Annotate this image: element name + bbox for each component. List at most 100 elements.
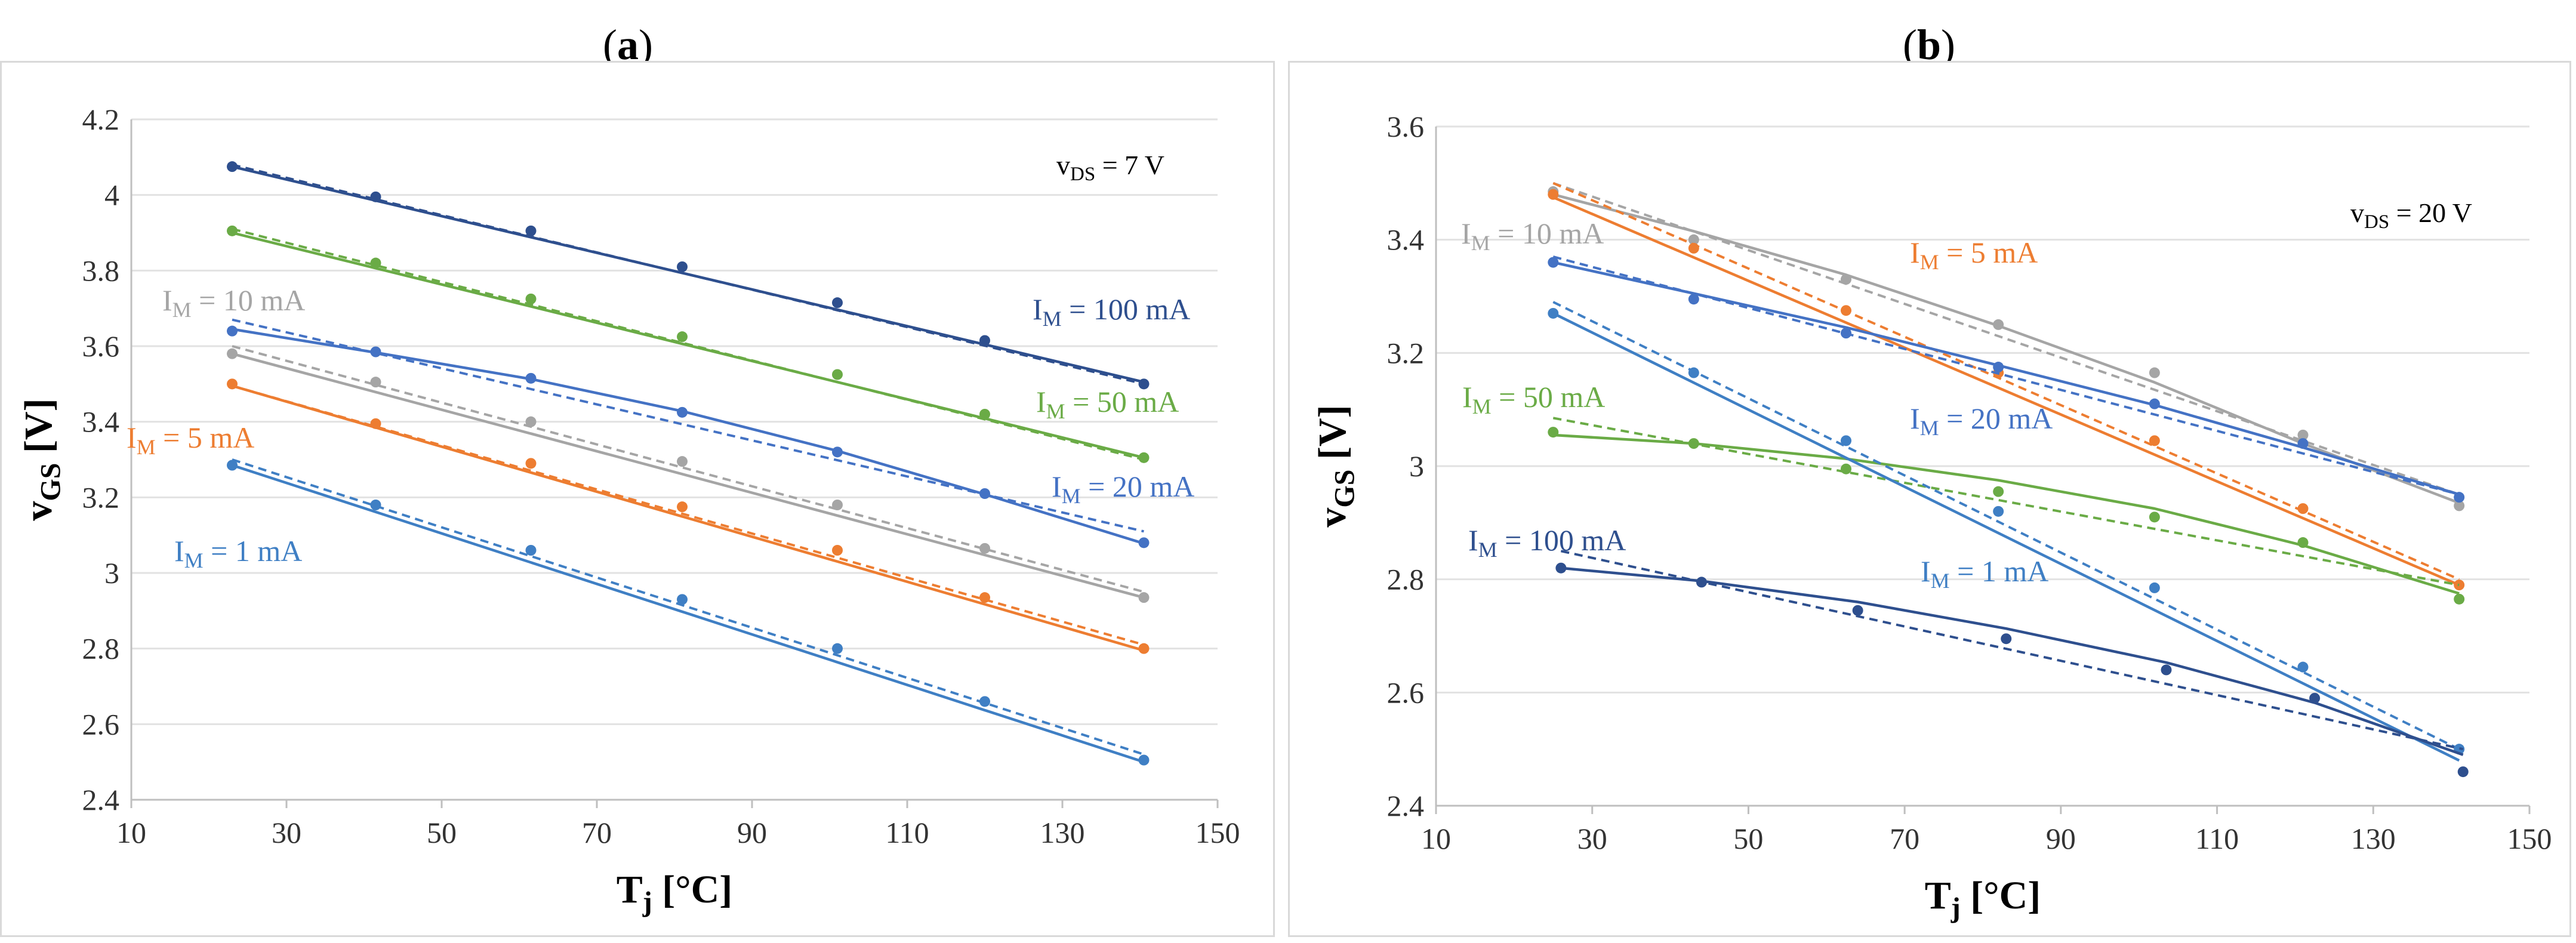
x-tick-label: 10 — [116, 816, 146, 849]
x-axis-title: Tj [°C] — [1925, 874, 2041, 924]
data-point — [1993, 506, 2004, 517]
fit-line-dashed — [232, 345, 1145, 593]
data-point — [1138, 452, 1150, 463]
data-point — [2149, 511, 2160, 523]
chart-a-frame — [0, 61, 1275, 937]
data-point — [2297, 503, 2309, 514]
data-point — [979, 696, 990, 707]
fit-line-dashed — [232, 458, 1145, 756]
data-point — [832, 545, 843, 556]
data-point — [1555, 562, 1567, 574]
condition-label: vDS = 20 V — [2350, 198, 2472, 233]
data-point — [525, 293, 537, 304]
data-point — [227, 348, 238, 359]
data-point — [1993, 362, 2004, 373]
data-point — [1548, 257, 1559, 268]
series-label: IM = 100 mA — [1468, 523, 1626, 562]
x-tick-label: 10 — [1421, 822, 1451, 855]
data-point — [525, 545, 537, 556]
data-point — [1688, 438, 1699, 449]
series-label: IM = 50 mA — [1036, 385, 1179, 423]
data-point — [2149, 398, 2160, 409]
x-tick-label: 110 — [2195, 822, 2239, 855]
data-point — [2149, 367, 2160, 378]
series-label: IM = 5 mA — [127, 421, 254, 459]
data-point — [2297, 429, 2309, 440]
series-label: IM = 10 mA — [162, 283, 305, 322]
y-tick-label: 3.4 — [1387, 223, 1425, 257]
fit-line — [232, 464, 1145, 763]
data-point — [2149, 435, 2160, 446]
data-point — [1688, 294, 1699, 305]
series-label: IM = 1 mA — [1921, 554, 2048, 593]
series-0 — [1548, 181, 2465, 511]
y-tick-label: 4.2 — [82, 103, 120, 136]
data-point — [2297, 438, 2309, 449]
y-tick-label: 3.6 — [82, 329, 120, 363]
data-point — [227, 225, 238, 236]
data-point — [979, 592, 990, 603]
data-point — [677, 406, 688, 418]
data-point — [1688, 234, 1699, 245]
data-point — [677, 331, 688, 343]
data-point — [2454, 492, 2465, 503]
series-3 — [1548, 417, 2465, 605]
fit-line — [232, 165, 1145, 384]
data-point — [979, 409, 990, 420]
data-point — [525, 458, 537, 469]
y-tick-label: 3.2 — [82, 480, 120, 514]
data-point — [227, 378, 238, 390]
data-point — [1688, 242, 1699, 254]
x-tick-label: 30 — [272, 816, 301, 849]
fit-line-dashed — [1552, 182, 2460, 581]
x-tick-label: 150 — [2507, 822, 2552, 855]
series-3 — [227, 345, 1150, 603]
x-axis-title: Tj [°C] — [617, 868, 733, 918]
fit-line-dashed — [1560, 550, 2464, 751]
data-point — [1852, 605, 1863, 616]
data-point — [1138, 754, 1150, 766]
data-point — [1841, 463, 1851, 474]
data-point — [1841, 328, 1851, 339]
data-point — [1993, 486, 2004, 497]
data-point — [979, 488, 990, 499]
chart-panel-a: (a) 2.4 2.6 2.8 3 3.2 3.4 3.6 3.8 4 4.2 10 30 50 70 90… — [0, 0, 1283, 943]
y-tick-label: 3.8 — [82, 254, 120, 287]
data-point — [677, 261, 688, 272]
x-tick-label: 30 — [1577, 822, 1607, 855]
series-0 — [227, 161, 1150, 390]
series-label: IM = 20 mA — [1910, 402, 2053, 440]
data-point — [2001, 633, 2012, 645]
data-point — [370, 191, 381, 202]
data-point — [1138, 643, 1150, 654]
data-point — [370, 346, 381, 358]
fit-line — [232, 231, 1145, 460]
condition-label: vDS = 7 V — [1056, 150, 1164, 185]
data-point — [677, 456, 688, 467]
x-tick-label: 110 — [885, 816, 929, 849]
data-point — [525, 416, 537, 427]
series-label: IM = 1 mA — [174, 534, 302, 572]
y-tick-label: 4 — [104, 178, 119, 212]
data-point — [1548, 307, 1559, 319]
fit-line — [232, 352, 1145, 599]
data-point — [2457, 766, 2469, 778]
y-tick-label: 3.4 — [82, 405, 120, 439]
data-point — [677, 501, 688, 513]
data-point — [832, 643, 843, 654]
y-tick-label: 2.6 — [82, 707, 120, 741]
series-5 — [227, 458, 1150, 766]
series-label: IM = 10 mA — [1461, 217, 1604, 255]
y-tick-label: 2.6 — [1387, 676, 1425, 709]
y-tick-label: 3 — [104, 556, 119, 590]
x-tick-label: 70 — [1890, 822, 1919, 855]
chart-a-plot: 2.4 2.6 2.8 3 3.2 3.4 3.6 3.8 4 4.2 10 30 50 70 90 110 1… — [17, 103, 1240, 918]
fit-line — [1552, 196, 2460, 587]
data-point — [227, 161, 238, 172]
data-point — [979, 335, 990, 346]
data-point — [1841, 274, 1851, 285]
x-tick-label: 50 — [1733, 822, 1763, 855]
data-point — [1696, 577, 1707, 588]
data-point — [2161, 664, 2172, 676]
y-tick-label: 2.4 — [1387, 789, 1425, 822]
